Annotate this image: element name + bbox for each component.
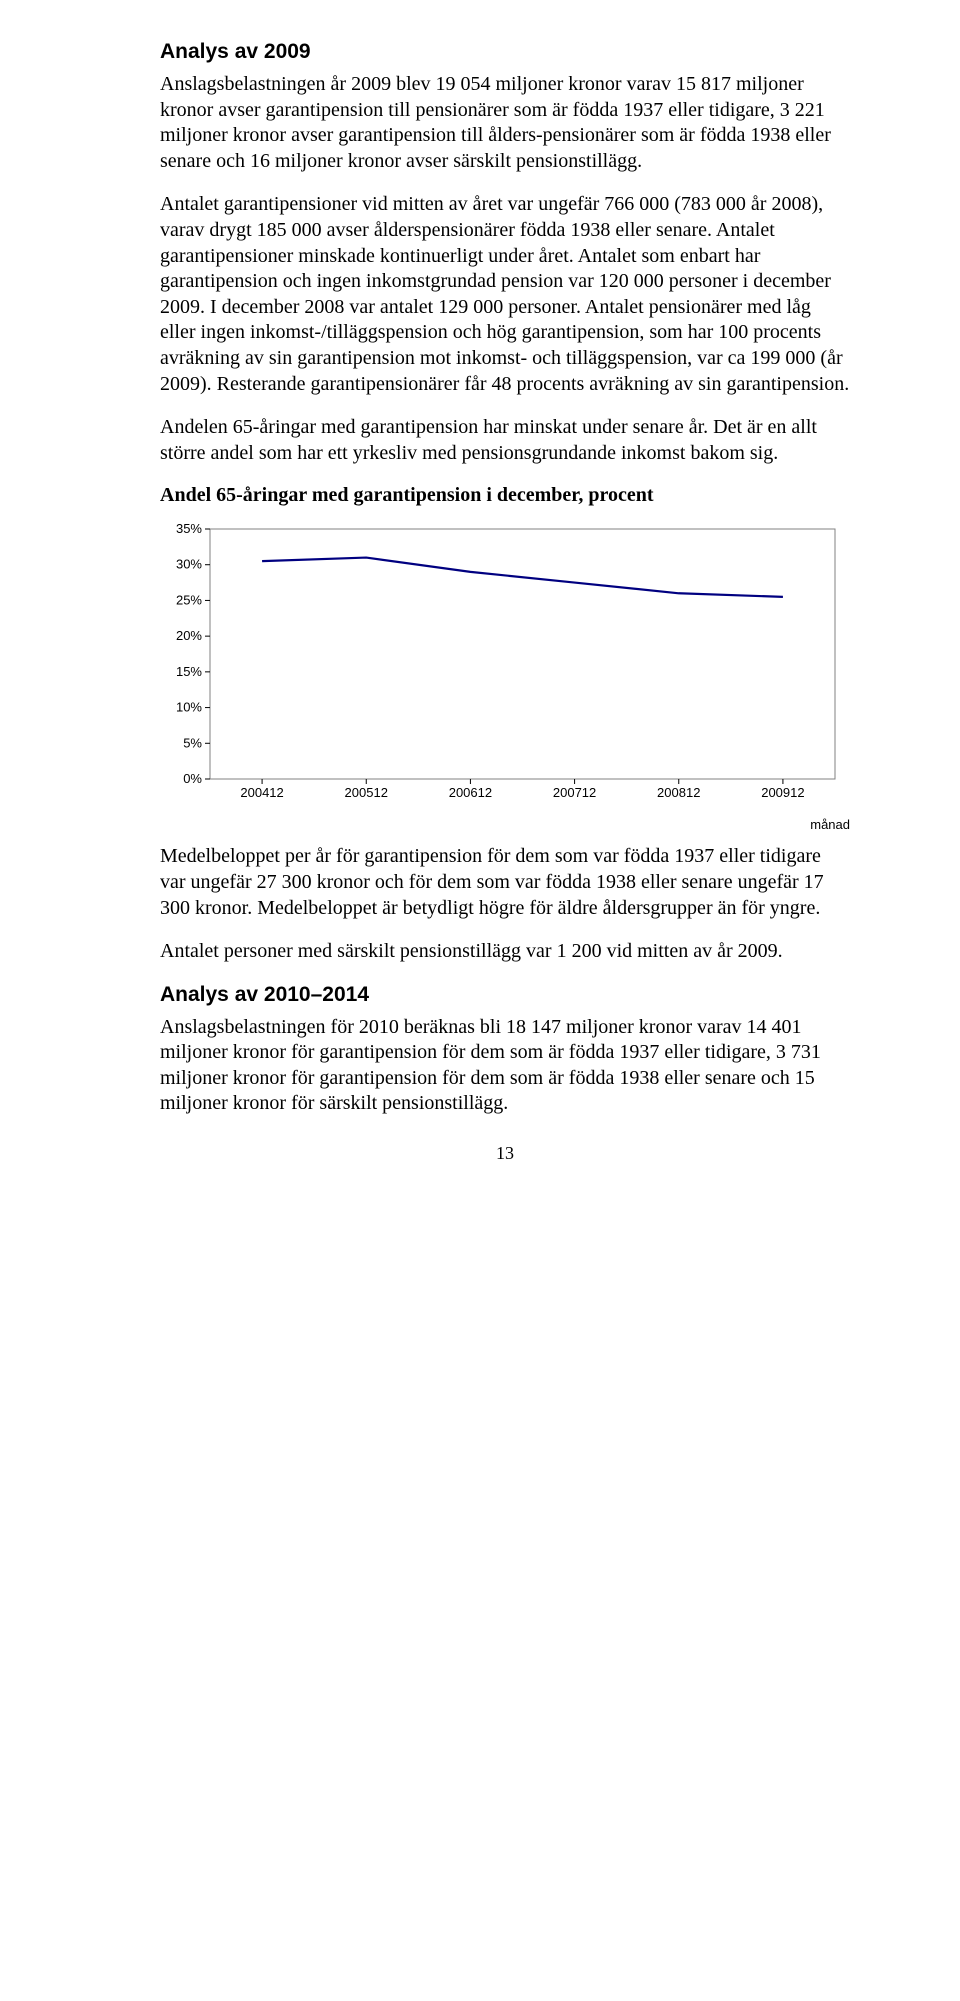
chart-title: Andel 65-åringar med garantipension i de… <box>160 484 850 507</box>
svg-text:15%: 15% <box>176 664 202 679</box>
paragraph: Anslagsbelastningen år 2009 blev 19 054 … <box>160 72 850 174</box>
page-number: 13 <box>160 1143 850 1164</box>
svg-text:200512: 200512 <box>345 785 388 800</box>
paragraph: Medelbeloppet per år för garantipension … <box>160 844 850 921</box>
svg-text:10%: 10% <box>176 700 202 715</box>
paragraph: Antalet garantipensioner vid mitten av å… <box>160 192 850 397</box>
paragraph: Antalet personer med särskilt pensionsti… <box>160 939 850 965</box>
chart-container: 0% 5% 10% 15% 20% 25% 30% 35% 200412 200512 200612… <box>160 519 850 809</box>
svg-text:200812: 200812 <box>657 785 700 800</box>
svg-text:20%: 20% <box>176 628 202 643</box>
svg-text:200612: 200612 <box>449 785 492 800</box>
svg-text:5%: 5% <box>183 736 202 751</box>
svg-text:30%: 30% <box>176 557 202 572</box>
svg-text:35%: 35% <box>176 521 202 536</box>
page-container: Analys av 2009 Anslagsbelastningen år 20… <box>0 0 960 1204</box>
line-chart: 0% 5% 10% 15% 20% 25% 30% 35% 200412 200512 200612… <box>160 519 850 809</box>
chart-x-axis-label: månad <box>160 817 850 832</box>
heading-analys-2009: Analys av 2009 <box>160 40 850 64</box>
svg-text:0%: 0% <box>183 771 202 786</box>
svg-text:200912: 200912 <box>761 785 804 800</box>
svg-text:200412: 200412 <box>240 785 283 800</box>
heading-analys-2010-2014: Analys av 2010–2014 <box>160 983 850 1007</box>
paragraph: Anslagsbelastningen för 2010 beräknas bl… <box>160 1015 850 1117</box>
paragraph: Andelen 65-åringar med garantipension ha… <box>160 415 850 466</box>
svg-text:200712: 200712 <box>553 785 596 800</box>
svg-text:25%: 25% <box>176 593 202 608</box>
